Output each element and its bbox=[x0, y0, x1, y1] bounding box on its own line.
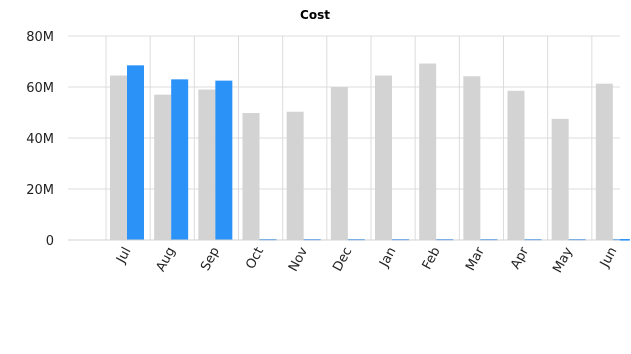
x-tick-label: Mar bbox=[463, 244, 488, 273]
x-tick-label: Feb bbox=[420, 245, 444, 272]
y-tick-label: 20M bbox=[26, 183, 54, 198]
bars bbox=[110, 63, 630, 241]
bar-series1-jan bbox=[375, 75, 392, 241]
bar-series1-aug bbox=[154, 94, 172, 241]
chart-title: Cost bbox=[300, 8, 330, 22]
x-tick-label: Aug bbox=[154, 245, 179, 274]
x-tick-label: May bbox=[550, 245, 576, 276]
x-tick-label: Oct bbox=[243, 245, 267, 272]
x-tick-label: Jun bbox=[597, 245, 620, 271]
x-tick-label: Jul bbox=[113, 245, 134, 267]
y-tick-label: 40M bbox=[26, 132, 54, 147]
bar-series1-feb bbox=[419, 63, 437, 240]
x-tick-label: Jan bbox=[376, 245, 399, 271]
bar-series1-mar bbox=[463, 76, 481, 240]
bar-series2-sep bbox=[215, 80, 233, 240]
x-tick-label: Nov bbox=[286, 245, 311, 275]
x-tick-label: Dec bbox=[330, 245, 355, 274]
x-tick-label: Apr bbox=[508, 244, 532, 271]
x-axis-ticks: Jul Aug Sep Oct Nov Dec Jan Feb Mar Apr May Jun bbox=[113, 244, 620, 275]
y-axis-ticks: 0 20M 40M 60M 80M bbox=[26, 30, 54, 249]
y-tick-label: 0 bbox=[46, 234, 54, 249]
bar-series1-jun bbox=[595, 83, 613, 240]
y-tick-label: 80M bbox=[26, 30, 54, 45]
x-tick-label: Sep bbox=[198, 245, 223, 274]
bar-series1-oct bbox=[242, 113, 260, 240]
y-tick-label: 60M bbox=[26, 81, 54, 96]
bar-series1-jul bbox=[110, 75, 127, 241]
bar-series1-sep bbox=[198, 89, 216, 240]
bar-series1-may bbox=[551, 118, 569, 240]
bar-series1-apr bbox=[507, 90, 525, 240]
bar-series2-jul bbox=[127, 65, 144, 240]
bar-series1-dec bbox=[330, 87, 348, 240]
bar-series1-nov bbox=[286, 111, 304, 240]
bar-series2-jun bbox=[612, 239, 630, 241]
bar-series2-aug bbox=[171, 79, 189, 240]
